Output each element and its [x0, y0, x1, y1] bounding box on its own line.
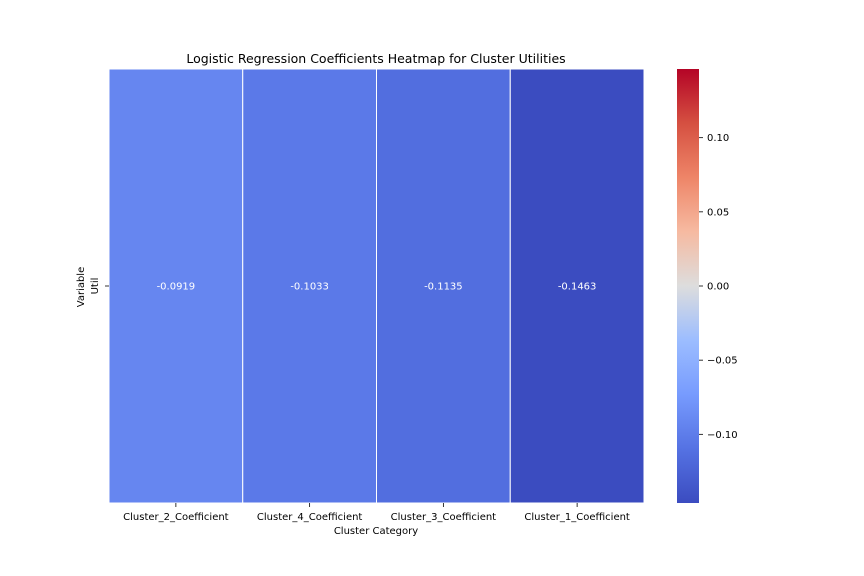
colorbar-tick-label: 0.05: [707, 207, 729, 218]
cell-value-label: -0.1033: [290, 282, 329, 293]
colorbar-gradient: [677, 69, 699, 503]
heatmap-cell: [376, 68, 511, 504]
x-axis-ticks: Cluster_2_Coefficient Cluster_4_Coefficie…: [123, 503, 630, 523]
cell-value-label: -0.1463: [558, 282, 597, 293]
cell-value-label: -0.1135: [424, 282, 463, 293]
heatmap-cell: [509, 68, 645, 504]
colorbar: 0.10 0.05 0.00 −0.05 −0.10: [677, 69, 738, 503]
x-tick-label: Cluster_4_Coefficient: [257, 512, 363, 523]
colorbar-tick-label: 0.10: [707, 133, 729, 144]
colorbar-tick-label: −0.10: [707, 430, 738, 441]
chart-title: Logistic Regression Coefficients Heatmap…: [186, 51, 565, 66]
x-tick-label: Cluster_1_Coefficient: [524, 512, 630, 523]
colorbar-tick-label: −0.05: [707, 356, 738, 367]
colorbar-tick-label: 0.00: [707, 282, 729, 293]
heatmap-cell-labels: -0.0919 -0.1033 -0.1135 -0.1463: [157, 282, 597, 293]
y-axis-label: Variable: [76, 267, 87, 308]
y-axis-ticks: Util: [90, 278, 109, 295]
y-tick-label: Util: [90, 278, 101, 295]
heatmap-cell: [242, 68, 377, 504]
cell-value-label: -0.0919: [157, 282, 196, 293]
x-tick-label: Cluster_3_Coefficient: [391, 512, 497, 523]
heatmap-cells: [108, 68, 645, 504]
x-axis-label: Cluster Category: [334, 526, 418, 537]
x-tick-label: Cluster_2_Coefficient: [123, 512, 229, 523]
heatmap-cell: [108, 68, 244, 504]
